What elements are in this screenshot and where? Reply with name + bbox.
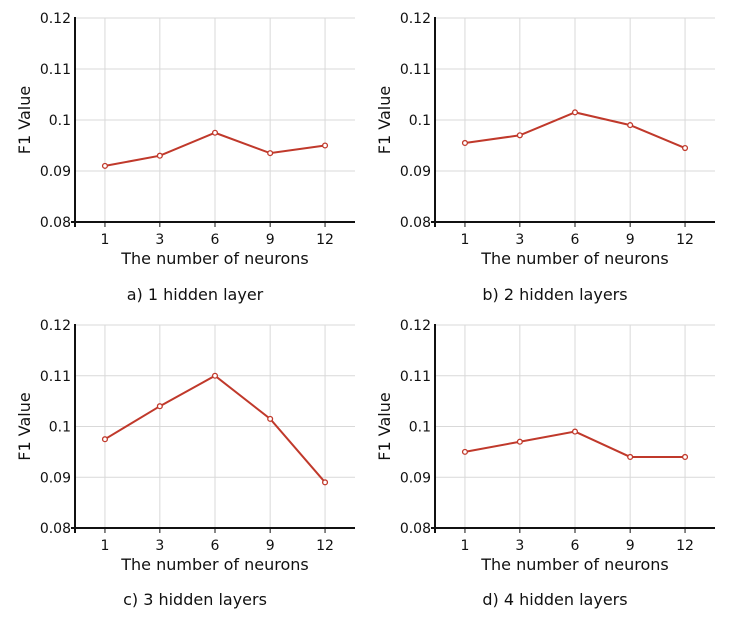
x-tick-label: 6: [211, 538, 220, 554]
x-tick-label: 3: [155, 232, 164, 248]
data-point: [101, 162, 109, 169]
y-tick-label: 0.1: [409, 113, 431, 129]
y-tick-label: 0.12: [400, 318, 431, 334]
x-tick-label: 9: [626, 538, 635, 554]
x-tick-label: 1: [460, 538, 469, 554]
y-axis-title: F1 Value: [15, 86, 34, 154]
y-tick-label: 0.11: [40, 62, 71, 78]
x-tick-label: 9: [626, 232, 635, 248]
panel-caption: b) 2 hidden layers: [482, 285, 627, 304]
data-point: [321, 142, 329, 149]
y-tick-label: 0.11: [40, 369, 71, 385]
data-point: [156, 403, 163, 410]
data-point: [267, 415, 274, 422]
x-tick-label: 3: [515, 538, 524, 554]
x-tick-label: 9: [266, 232, 275, 248]
y-tick-label: 0.12: [40, 11, 71, 27]
y-tick-label: 0.12: [40, 318, 71, 334]
data-point: [681, 453, 689, 461]
x-tick-label: 9: [266, 538, 275, 554]
data-point: [627, 122, 634, 129]
x-axis-title: The number of neurons: [120, 555, 309, 574]
data-point: [267, 150, 274, 157]
data-point: [101, 436, 109, 443]
x-tick-label: 1: [100, 538, 109, 554]
y-tick-label: 0.08: [400, 215, 431, 231]
data-point: [627, 453, 634, 461]
y-tick-label: 0.1: [49, 420, 71, 436]
data-point: [516, 132, 523, 139]
x-tick-label: 1: [100, 232, 109, 248]
y-tick-label: 0.08: [40, 521, 71, 537]
data-point: [681, 145, 689, 152]
panel-caption: a) 1 hidden layer: [127, 285, 264, 304]
x-tick-label: 6: [211, 232, 220, 248]
y-tick-label: 0.11: [400, 62, 431, 78]
x-axis-title: The number of neurons: [480, 555, 669, 574]
x-tick-label: 12: [316, 232, 334, 248]
y-tick-label: 0.1: [49, 113, 71, 129]
data-point: [211, 129, 219, 136]
x-tick-label: 3: [515, 232, 524, 248]
data-point: [461, 139, 469, 147]
y-axis-title: F1 Value: [375, 392, 394, 460]
data-point: [321, 479, 329, 486]
y-tick-label: 0.08: [40, 215, 71, 231]
y-tick-label: 0.1: [409, 420, 431, 436]
panel-caption: d) 4 hidden layers: [482, 590, 627, 609]
data-point: [571, 428, 579, 435]
chart-panel: 0.08 0.09 0.1 0.11 0.12 1 3 6 9 12 The number of n…: [375, 318, 715, 609]
x-tick-label: 1: [460, 232, 469, 248]
y-tick-label: 0.08: [400, 521, 431, 537]
y-tick-label: 0.12: [400, 11, 431, 27]
x-tick-label: 12: [676, 232, 694, 248]
data-point: [571, 109, 579, 116]
y-tick-label: 0.09: [400, 164, 431, 180]
y-tick-label: 0.11: [400, 369, 431, 385]
data-point: [461, 448, 469, 455]
panel-caption: c) 3 hidden layers: [123, 590, 267, 609]
x-tick-label: 3: [155, 538, 164, 554]
y-tick-label: 0.09: [40, 164, 71, 180]
data-point: [211, 372, 219, 379]
chart-panel: 0.08 0.09 0.1 0.11 0.12 1 3 6 9 12 The number of n…: [15, 11, 355, 304]
x-tick-label: 12: [316, 538, 334, 554]
chart-panel: 0.08 0.09 0.1 0.11 0.12 1 3 6 9 12 The number of n…: [15, 318, 355, 609]
y-tick-label: 0.09: [400, 470, 431, 486]
data-point: [156, 152, 163, 159]
y-axis-title: F1 Value: [15, 392, 34, 460]
y-tick-label: 0.09: [40, 470, 71, 486]
x-tick-label: 12: [676, 538, 694, 554]
x-axis-title: The number of neurons: [480, 249, 669, 268]
x-axis-title: The number of neurons: [120, 249, 309, 268]
y-axis-title: F1 Value: [375, 86, 394, 154]
data-point: [516, 438, 523, 445]
chart-panel: 0.08 0.09 0.1 0.11 0.12 1 3 6 9 12 The number of n…: [375, 11, 715, 304]
x-tick-label: 6: [571, 232, 580, 248]
x-tick-label: 6: [571, 538, 580, 554]
